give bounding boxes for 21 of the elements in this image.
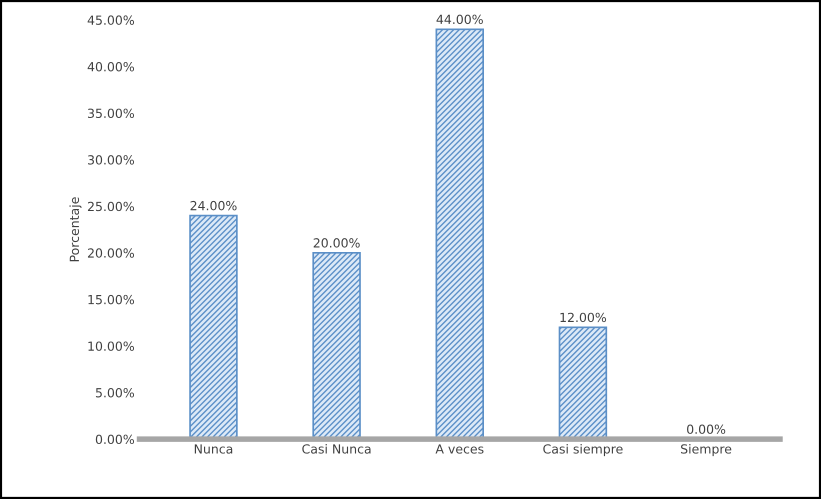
data-label: 24.00% <box>190 200 237 210</box>
data-label: 44.00% <box>436 14 483 24</box>
y-tick-label: 10.00% <box>88 341 134 351</box>
y-tick-label: 45.00% <box>88 15 134 25</box>
y-tick-label: 40.00% <box>88 62 134 72</box>
y-tick-label: 0.00% <box>96 434 134 444</box>
x-tick-label: Casi siempre <box>543 444 623 456</box>
y-tick-label: 25.00% <box>88 202 134 212</box>
data-label: 0.00% <box>687 424 726 434</box>
y-tick-label: 35.00% <box>88 108 134 118</box>
x-tick-label: Siempre <box>681 444 732 456</box>
data-label: 20.00% <box>314 238 360 248</box>
y-tick-label: 30.00% <box>88 155 134 165</box>
x-tick-label: Nunca <box>194 444 232 454</box>
x-tick-label: A veces <box>436 444 484 454</box>
data-label: 12.00% <box>560 312 606 322</box>
x-tick-label: Casi Nunca <box>302 444 371 454</box>
y-tick-label: 5.00% <box>96 388 134 398</box>
y-tick-label: 20.00% <box>88 248 134 258</box>
y-axis-title: Porcentaje <box>69 197 82 262</box>
y-tick-label: 15.00% <box>88 294 134 304</box>
